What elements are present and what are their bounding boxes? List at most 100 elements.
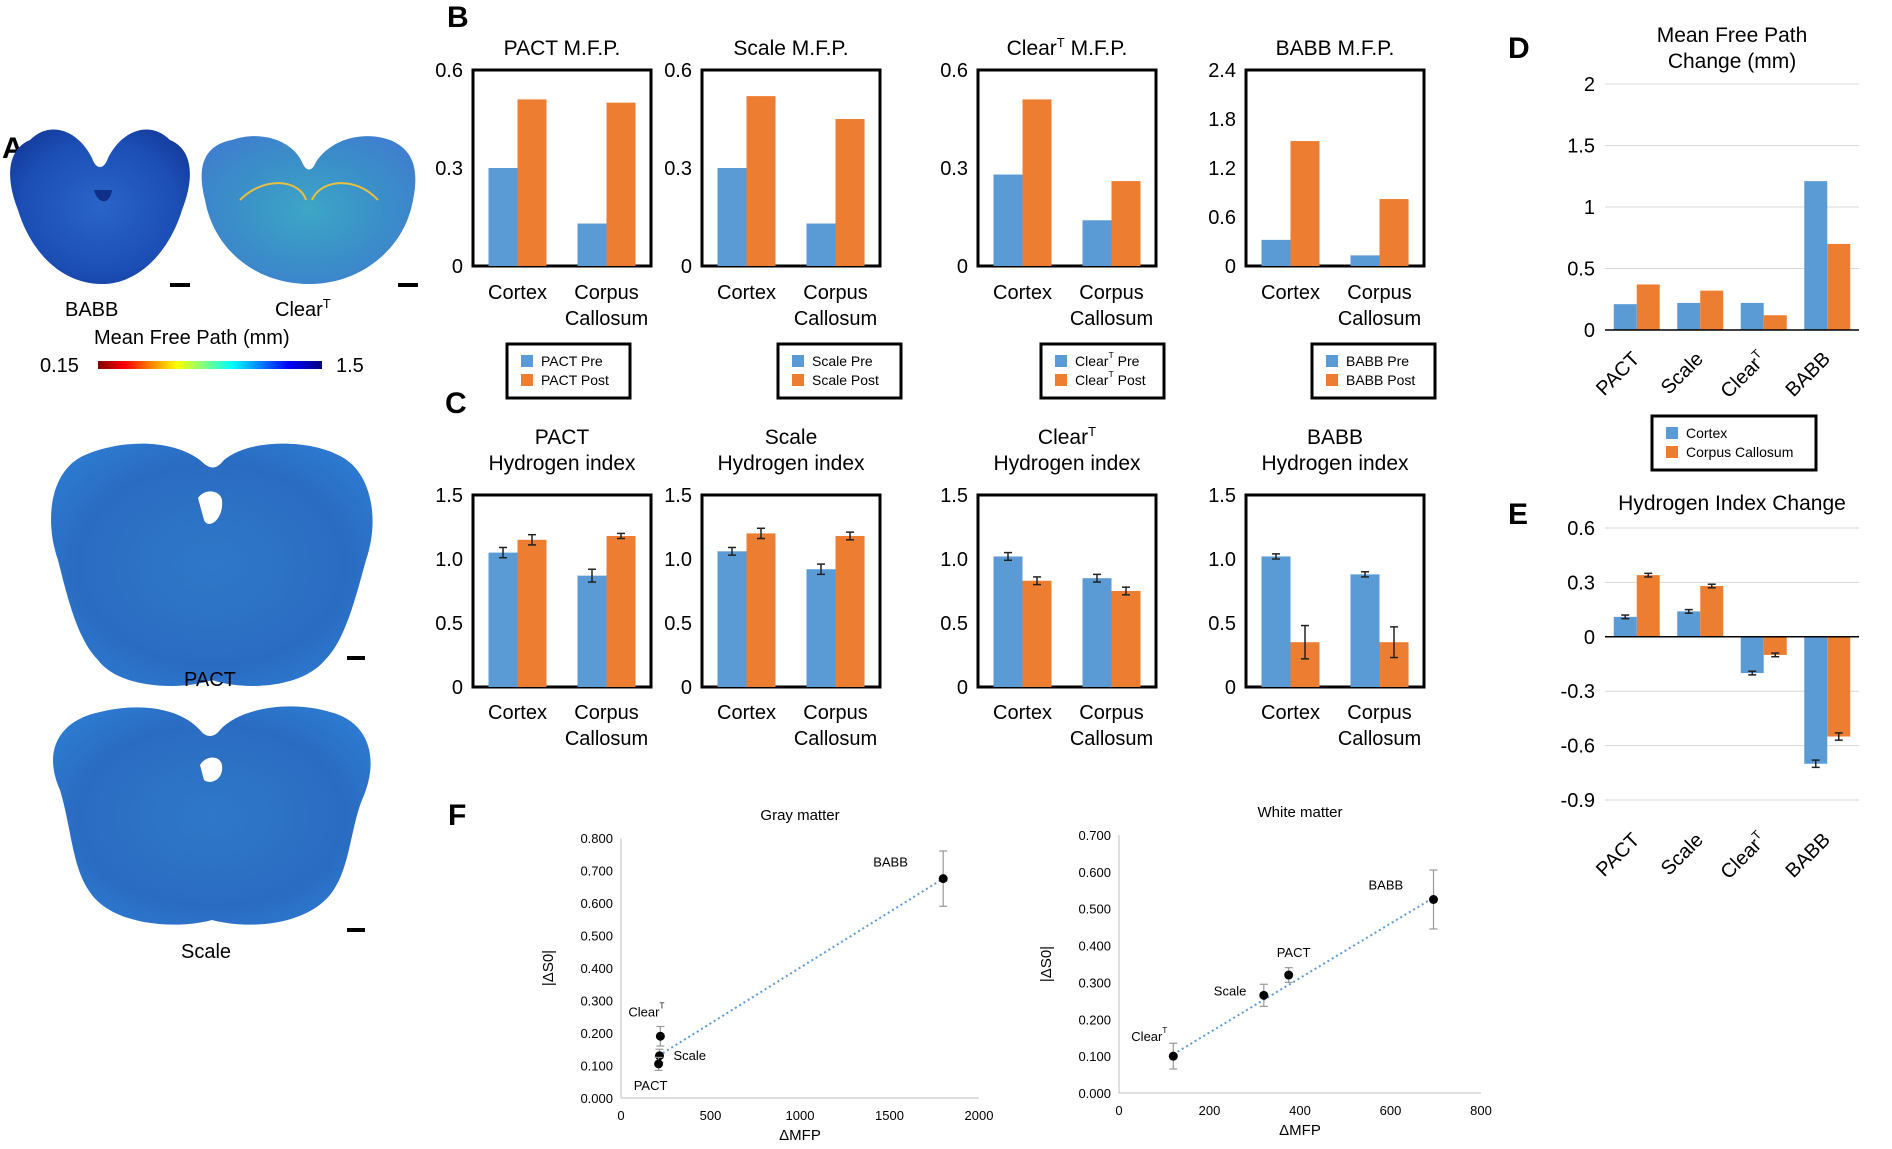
legend-label: PACT Post: [541, 372, 609, 388]
y-tick-label: 0.300: [1078, 975, 1111, 990]
y-tick-label: 0.200: [580, 1026, 613, 1041]
y-tick-label: 0: [1225, 256, 1236, 278]
trend-line: [1172, 896, 1435, 1056]
chart-title: White matter: [1257, 804, 1342, 821]
bar-pact-post: [606, 102, 636, 267]
point-label: PACT: [1277, 945, 1311, 960]
chart-title: PACT M.F.P.: [504, 37, 621, 60]
y-tick-label: 0.300: [580, 994, 613, 1009]
x-axis-label: ΔMFP: [1279, 1122, 1321, 1139]
x-category-label: Callosum: [794, 308, 877, 330]
chart-title: BABB M.F.P.: [1276, 37, 1395, 60]
trend-line: [658, 877, 944, 1057]
legend-swatch: [1666, 446, 1678, 458]
y-tick-label: 1.0: [435, 549, 463, 571]
y-tick-label: 0.6: [435, 60, 463, 82]
chart-title: ClearT: [1038, 424, 1096, 449]
bar-pre: [1082, 578, 1112, 687]
legend: PACT Pre PACT Post: [505, 342, 632, 400]
bar-babb-pre: [1261, 239, 1291, 266]
chart-title: Hydrogen index: [717, 452, 865, 475]
y-axis-label: |ΔS0|: [1038, 946, 1055, 982]
colorbar-max: 1.5: [336, 355, 364, 377]
x-category-label: Cortex: [717, 702, 776, 724]
legend-swatch: [1055, 355, 1067, 367]
brain-scale-label: Scale: [181, 941, 231, 963]
legend-box: [1310, 342, 1437, 400]
x-category-label: Callosum: [794, 728, 877, 750]
x-tick-label: 1000: [786, 1108, 815, 1123]
x-tick-label: 2000: [965, 1108, 994, 1123]
legend-label: ClearT Post: [1075, 369, 1146, 388]
scale-bar-scale: [347, 928, 365, 932]
x-category-label: Corpus: [803, 282, 867, 304]
brain-babb-ventricle: [94, 190, 112, 202]
x-tick-label: 1500: [875, 1108, 904, 1123]
x-category-label: Callosum: [565, 308, 648, 330]
bar-cleart-pre: [1082, 220, 1112, 266]
y-tick-label: 2: [1584, 74, 1595, 96]
y-tick-label: 0.700: [580, 864, 613, 879]
legend-label: Corpus Callosum: [1686, 444, 1793, 460]
bar-pre: [717, 551, 747, 687]
x-category-label: Scale: [1657, 348, 1708, 399]
data-point: [938, 874, 948, 884]
chart-b3: 0 0.3 0.6 Cortex Corpus Callosum ClearT M.F.P.: [940, 35, 1158, 330]
bar-babb-pre: [1350, 255, 1380, 266]
y-tick-label: 0: [1584, 627, 1595, 649]
bar-cortex: [1677, 611, 1701, 637]
bar-cleart-pre: [993, 174, 1023, 266]
y-tick-label: 0.3: [664, 158, 692, 180]
data-point: [1259, 990, 1269, 1000]
brain-pact-image: [50, 443, 373, 686]
y-tick-label: 0.3: [940, 158, 968, 180]
bar-post: [746, 533, 776, 687]
plot-frame: [1244, 493, 1426, 689]
bar-pact-post: [517, 99, 547, 267]
data-point: [654, 1059, 664, 1069]
point-label: ClearT: [628, 1001, 664, 1019]
chart-d: 0 0.5 1 1.5 2 PACT Scale ClearT BABB Mean Free Pa…: [1567, 24, 1859, 403]
y-tick-label: 0: [957, 256, 968, 278]
x-tick-label: 800: [1470, 1103, 1492, 1118]
bar-babb-post: [1290, 141, 1320, 266]
x-category-label: Cortex: [717, 282, 776, 304]
plot-frame: [976, 493, 1158, 689]
y-tick-label: 0.500: [580, 929, 613, 944]
x-category-label: Corpus: [1347, 702, 1411, 724]
brain-pact-ventricle: [198, 491, 223, 524]
y-tick-label: 0.3: [1567, 572, 1595, 594]
x-category-label: Cortex: [1261, 282, 1320, 304]
y-tick-label: 0.5: [435, 613, 463, 635]
plot-frame: [471, 493, 653, 689]
x-category-label: Corpus: [1079, 282, 1143, 304]
x-category-label: Corpus: [574, 282, 638, 304]
bar-scale-pre: [717, 168, 747, 266]
brain-scale-image: [53, 706, 371, 925]
point-label: ClearT: [1131, 1026, 1167, 1044]
y-tick-label: 0: [681, 256, 692, 278]
panel-label-f: F: [448, 799, 466, 832]
plot-frame: [1244, 68, 1426, 268]
panel-label-d: D: [1508, 32, 1530, 65]
brain-clear-label: ClearT: [275, 296, 331, 321]
legend-swatch: [521, 374, 533, 386]
x-category-label: Callosum: [565, 728, 648, 750]
x-category-label: Corpus: [1347, 282, 1411, 304]
colorbar-min: 0.15: [40, 355, 79, 377]
legend-swatch: [792, 355, 804, 367]
x-tick-label: 200: [1199, 1103, 1221, 1118]
data-point: [1168, 1051, 1178, 1061]
legend-box: [1650, 414, 1818, 472]
bar-corpus-callosum: [1636, 575, 1660, 637]
data-point: [1284, 970, 1294, 980]
data-point: [655, 1031, 665, 1041]
x-category-label: Cortex: [993, 702, 1052, 724]
x-category-label: Corpus: [803, 702, 867, 724]
legend-box: [1039, 342, 1166, 400]
bar-post: [835, 535, 865, 687]
x-tick-label: 600: [1380, 1103, 1402, 1118]
bar-pact-pre: [488, 168, 518, 266]
y-tick-label: 0.5: [1567, 259, 1595, 281]
panel-a: BABB ClearT Mean Free Path (mm) 0.15 1.5…: [10, 129, 418, 963]
